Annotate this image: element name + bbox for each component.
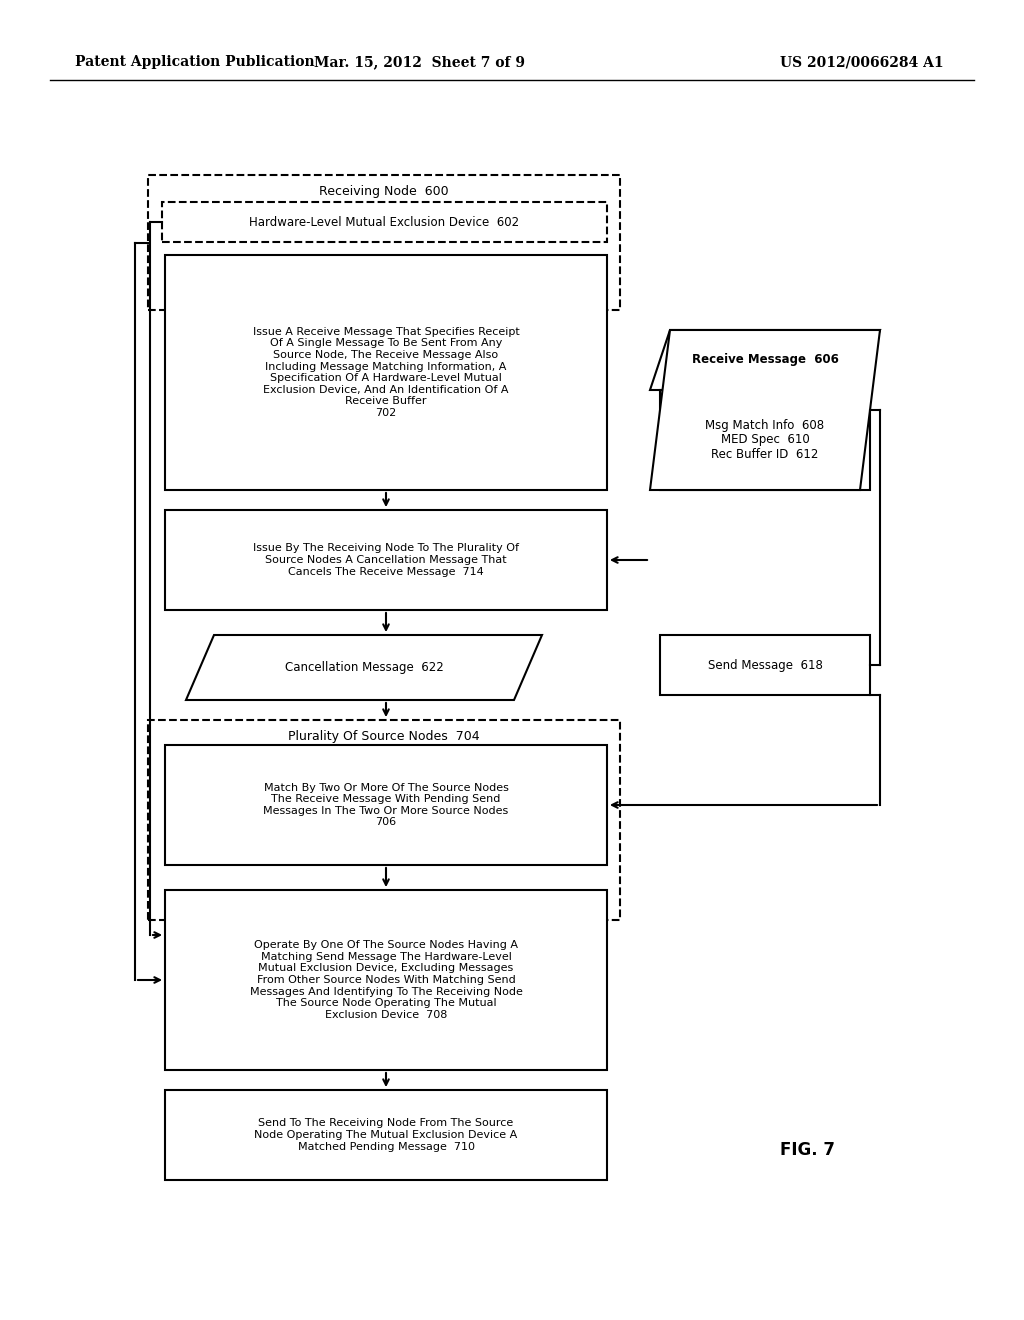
Text: Receive Message  606: Receive Message 606 <box>691 354 839 367</box>
Text: Receiving Node  600: Receiving Node 600 <box>319 185 449 198</box>
Text: Mar. 15, 2012  Sheet 7 of 9: Mar. 15, 2012 Sheet 7 of 9 <box>314 55 525 69</box>
Text: Issue A Receive Message That Specifies Receipt
Of A Single Message To Be Sent Fr: Issue A Receive Message That Specifies R… <box>253 327 519 418</box>
Text: Send To The Receiving Node From The Source
Node Operating The Mutual Exclusion D: Send To The Receiving Node From The Sour… <box>254 1118 517 1151</box>
Bar <box>165 1090 607 1180</box>
Polygon shape <box>650 330 880 389</box>
Text: Patent Application Publication: Patent Application Publication <box>75 55 314 69</box>
Bar <box>165 255 607 490</box>
Text: FIG. 7: FIG. 7 <box>780 1140 835 1159</box>
Polygon shape <box>186 635 542 700</box>
Bar <box>660 635 870 696</box>
Text: Hardware-Level Mutual Exclusion Device  602: Hardware-Level Mutual Exclusion Device 6… <box>250 215 519 228</box>
Bar <box>165 744 607 865</box>
Bar <box>148 719 620 920</box>
Text: Match By Two Or More Of The Source Nodes
The Receive Message With Pending Send
M: Match By Two Or More Of The Source Nodes… <box>263 783 509 828</box>
Text: US 2012/0066284 A1: US 2012/0066284 A1 <box>780 55 944 69</box>
Bar <box>165 890 607 1071</box>
Text: Msg Match Info  608
MED Spec  610
Rec Buffer ID  612: Msg Match Info 608 MED Spec 610 Rec Buff… <box>706 418 824 462</box>
Text: Send Message  618: Send Message 618 <box>708 659 822 672</box>
Text: Cancellation Message  622: Cancellation Message 622 <box>285 661 443 675</box>
Bar <box>162 202 607 242</box>
Text: Operate By One Of The Source Nodes Having A
Matching Send Message The Hardware-L: Operate By One Of The Source Nodes Havin… <box>250 940 522 1020</box>
Polygon shape <box>650 330 880 490</box>
Text: Issue By The Receiving Node To The Plurality Of
Source Nodes A Cancellation Mess: Issue By The Receiving Node To The Plura… <box>253 544 519 577</box>
Text: Plurality Of Source Nodes  704: Plurality Of Source Nodes 704 <box>288 730 480 743</box>
Bar <box>148 176 620 310</box>
Bar <box>660 389 870 490</box>
Bar <box>165 510 607 610</box>
